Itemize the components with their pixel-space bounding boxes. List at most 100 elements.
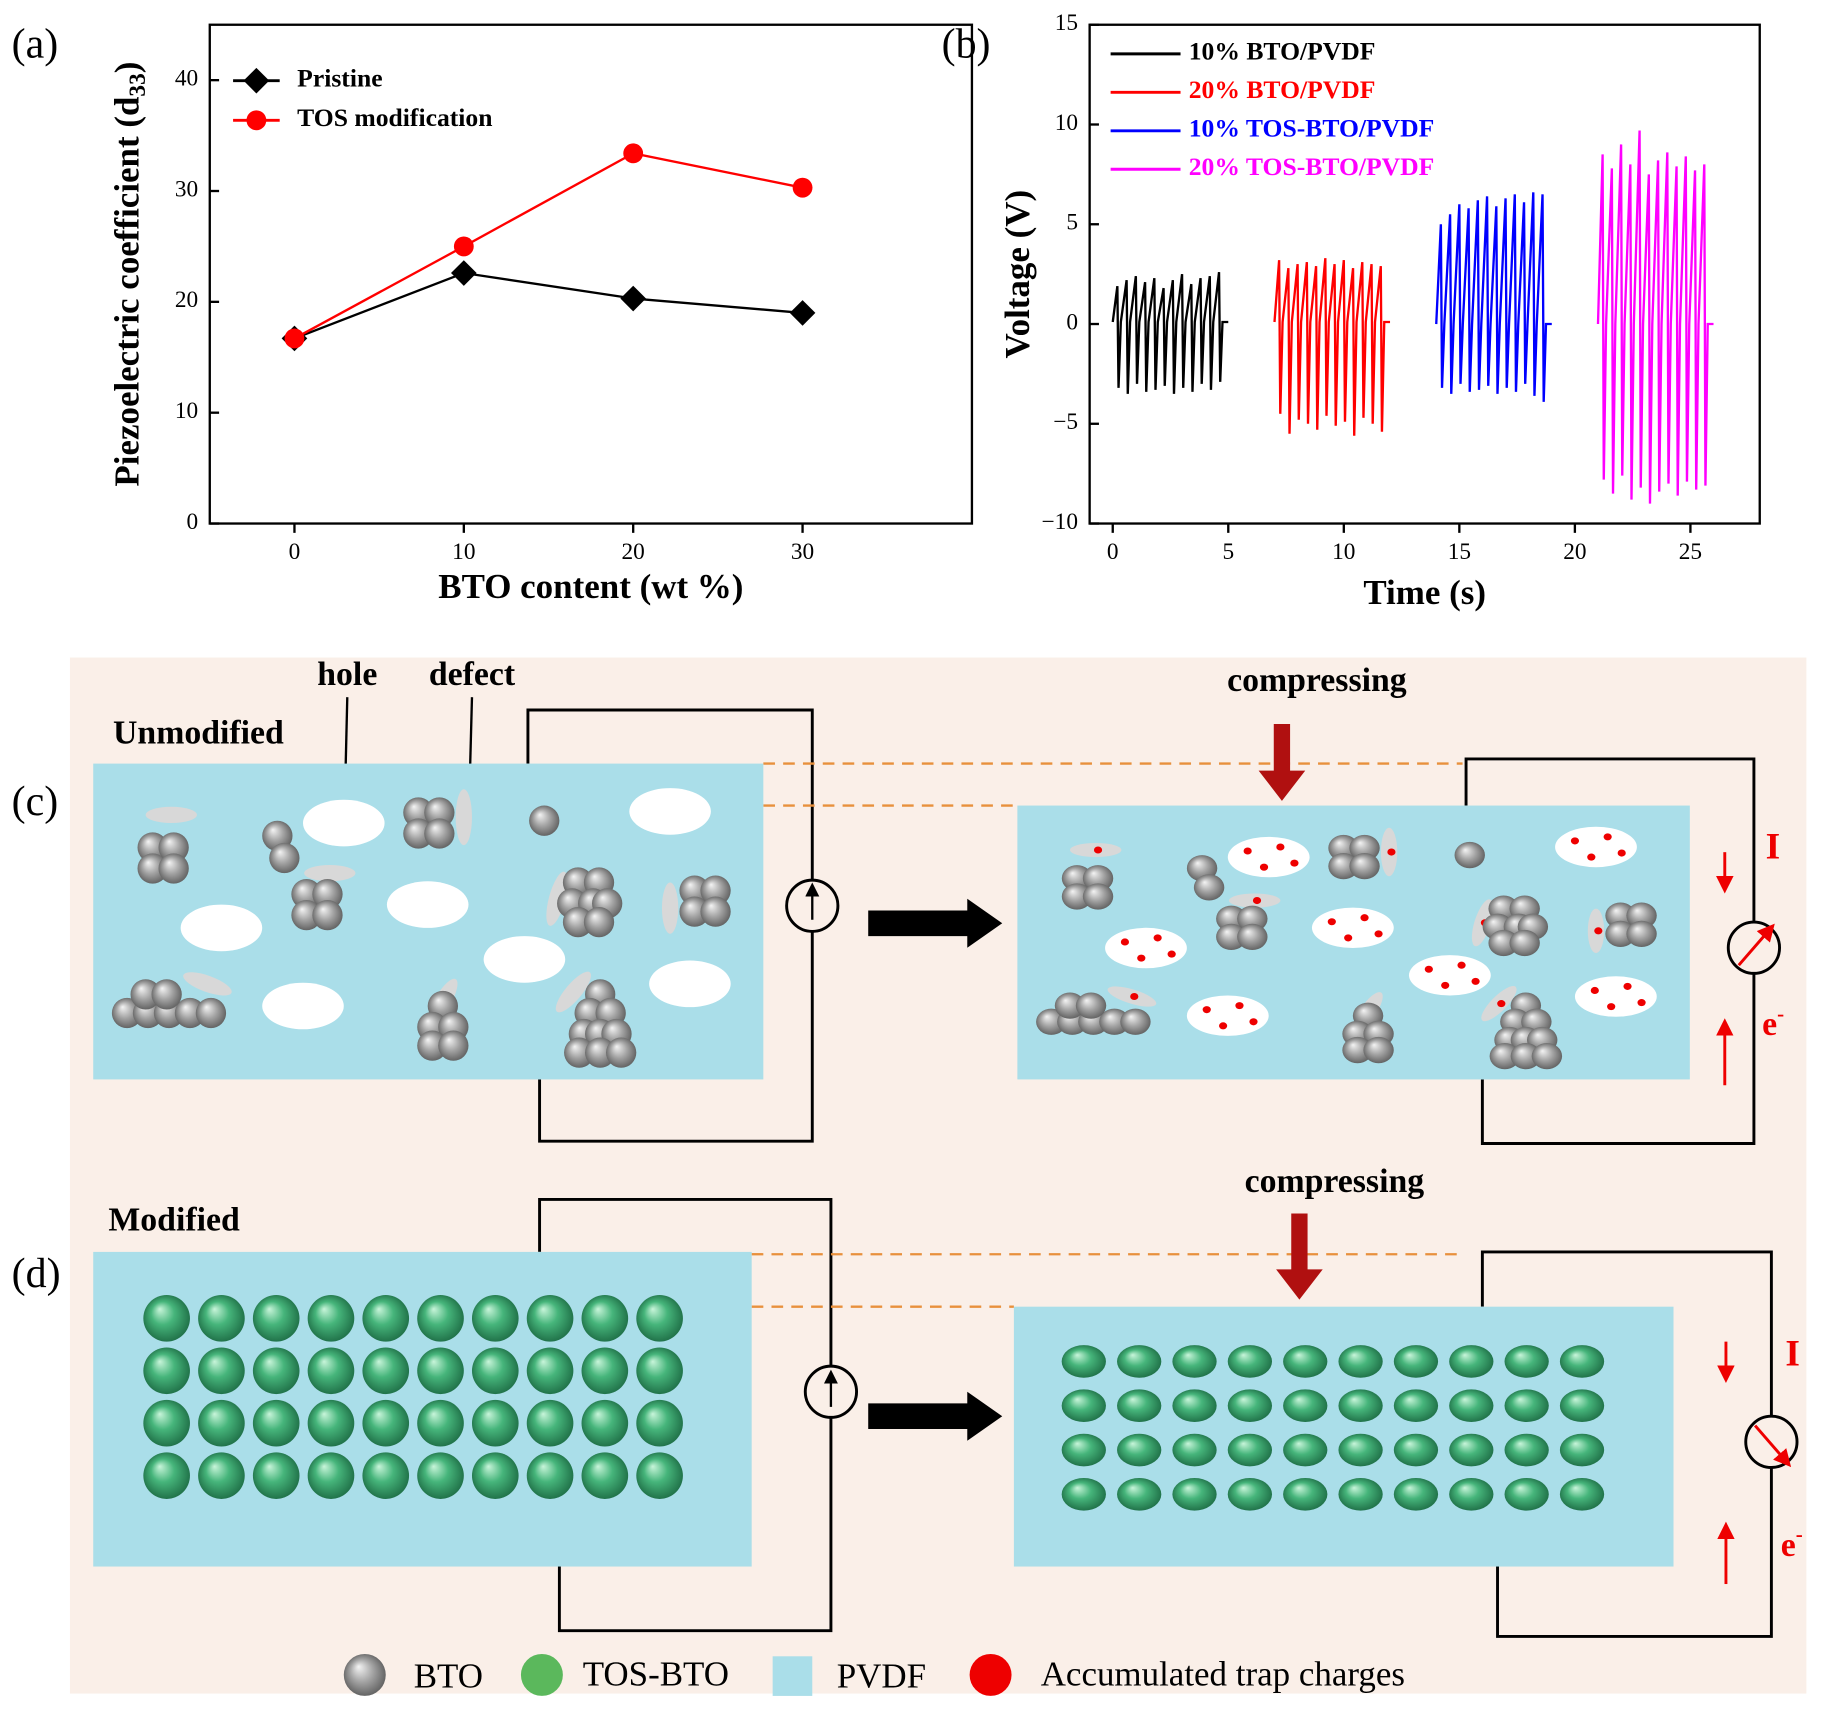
hole: [386, 881, 469, 928]
tos-bto-particle: [1338, 1389, 1383, 1423]
legend-label: 10% BTO/PVDF: [1189, 37, 1376, 66]
tos-bto-particle: [1449, 1345, 1494, 1378]
panel-label: (d): [12, 1251, 61, 1297]
bto-particle: [1605, 920, 1636, 948]
bto-particle: [312, 899, 343, 931]
legend-label: BTO: [414, 1657, 483, 1696]
trap-charge: [1167, 950, 1176, 958]
bto-particle: [1120, 1008, 1151, 1035]
bto-particle: [1342, 1036, 1373, 1064]
electron-label: e-: [1762, 1001, 1784, 1043]
tos-bto-particle: [362, 1452, 410, 1499]
x-tick-label: 10: [452, 539, 475, 565]
legend-swatch: [969, 1653, 1012, 1696]
trap-charge: [1252, 896, 1262, 905]
hole: [649, 960, 731, 1008]
x-tick-label: 5: [1222, 539, 1234, 565]
tos-bto-particle: [1283, 1389, 1328, 1423]
legend-label: Pristine: [297, 64, 382, 93]
electron-label: e-: [1781, 1522, 1803, 1564]
legend-swatch: [343, 1653, 386, 1696]
y-tick-label: −5: [1053, 409, 1078, 435]
trap-charge: [1344, 934, 1353, 942]
bto-particle: [1054, 992, 1086, 1019]
tos-bto-particle: [1393, 1433, 1439, 1467]
marker: [620, 285, 647, 312]
bto-particle: [174, 997, 206, 1029]
trap-charge: [1093, 846, 1103, 854]
trap-charge: [1570, 837, 1580, 845]
bto-particle: [1626, 920, 1657, 948]
tos-bto-particle: [143, 1452, 190, 1499]
bto-particle: [562, 906, 594, 938]
tos-bto-particle: [636, 1347, 683, 1395]
bto-particle: [111, 997, 143, 1029]
tos-bto-particle: [581, 1347, 629, 1395]
tos-bto-particle: [526, 1399, 574, 1447]
y-tick-label: 40: [175, 66, 198, 92]
trap-charge: [1607, 1003, 1616, 1011]
marker: [284, 328, 305, 349]
trap-charge: [1290, 859, 1299, 867]
defect: [304, 864, 356, 882]
bto-particle: [1237, 923, 1268, 951]
tos-bto-particle: [1338, 1477, 1383, 1511]
defect: [183, 972, 232, 996]
bto-particle: [1531, 1042, 1563, 1070]
tos-bto-particle: [471, 1399, 519, 1447]
chart: (a) 0 10 20 30 40 0 10 20 30 BTO content (wt %) Pie…: [12, 22, 974, 606]
tos-bto-particle: [1393, 1477, 1439, 1511]
tos-bto-particle: [1449, 1433, 1494, 1467]
chart: (b) −10 −5 0 5 10 15 0 5 10 15 20 25 Time (s) Voltage …: [942, 10, 1761, 612]
trap-charge: [1387, 848, 1396, 856]
tos-bto-particle: [1117, 1433, 1162, 1467]
defect: [555, 971, 591, 1013]
tos-bto-particle: [198, 1347, 245, 1395]
bto-particle: [424, 797, 455, 828]
tos-bto-particle: [417, 1295, 464, 1342]
legend-label: 20% TOS-BTO/PVDF: [1189, 152, 1435, 181]
tos-bto-particle: [636, 1452, 683, 1499]
tos-bto-particle: [252, 1347, 300, 1395]
tos-bto-particle: [526, 1452, 574, 1499]
bto-particle: [529, 805, 560, 836]
trap-charge: [1235, 1002, 1244, 1010]
tos-bto-particle: [1504, 1345, 1549, 1378]
marker: [246, 110, 267, 131]
bto-particle: [679, 896, 710, 927]
legend-label: 20% BTO/PVDF: [1189, 75, 1376, 104]
bto-particle: [1488, 929, 1519, 957]
x-tick-label: 15: [1448, 539, 1471, 565]
state-label: Modified: [108, 1202, 240, 1239]
x-tick-label: 0: [289, 539, 301, 565]
bto-particle: [1036, 1008, 1067, 1035]
bto-particle: [679, 875, 710, 906]
trap-charge: [1623, 982, 1632, 990]
hole: [629, 788, 711, 835]
bto-particle: [403, 797, 434, 828]
plot-frame: [1088, 23, 1761, 525]
tos-bto-particle: [1338, 1433, 1383, 1467]
y-tick-label: 5: [1066, 210, 1078, 236]
legend-label: TOS modification: [297, 103, 492, 132]
hole: [1311, 907, 1394, 949]
hole: [1574, 976, 1657, 1017]
bto-particle: [158, 832, 189, 863]
tos-bto-particle: [1227, 1389, 1273, 1423]
tos-bto-particle: [1061, 1345, 1106, 1378]
tos-bto-particle: [417, 1347, 464, 1395]
trap-charge: [1374, 930, 1383, 938]
tos-bto-particle: [307, 1452, 355, 1499]
circuit: [538, 1197, 1799, 1638]
bto-particle: [1509, 929, 1540, 957]
trap-charge: [1594, 927, 1603, 935]
tos-bto-particle: [1559, 1345, 1605, 1378]
defect: [455, 789, 472, 846]
series-line: [294, 271, 803, 340]
bto-particle: [1216, 923, 1247, 951]
filler-layer: [111, 788, 731, 1068]
tos-bto-particle: [1172, 1433, 1217, 1467]
trap-charge: [1202, 1006, 1211, 1014]
bto-particle: [1193, 874, 1225, 901]
